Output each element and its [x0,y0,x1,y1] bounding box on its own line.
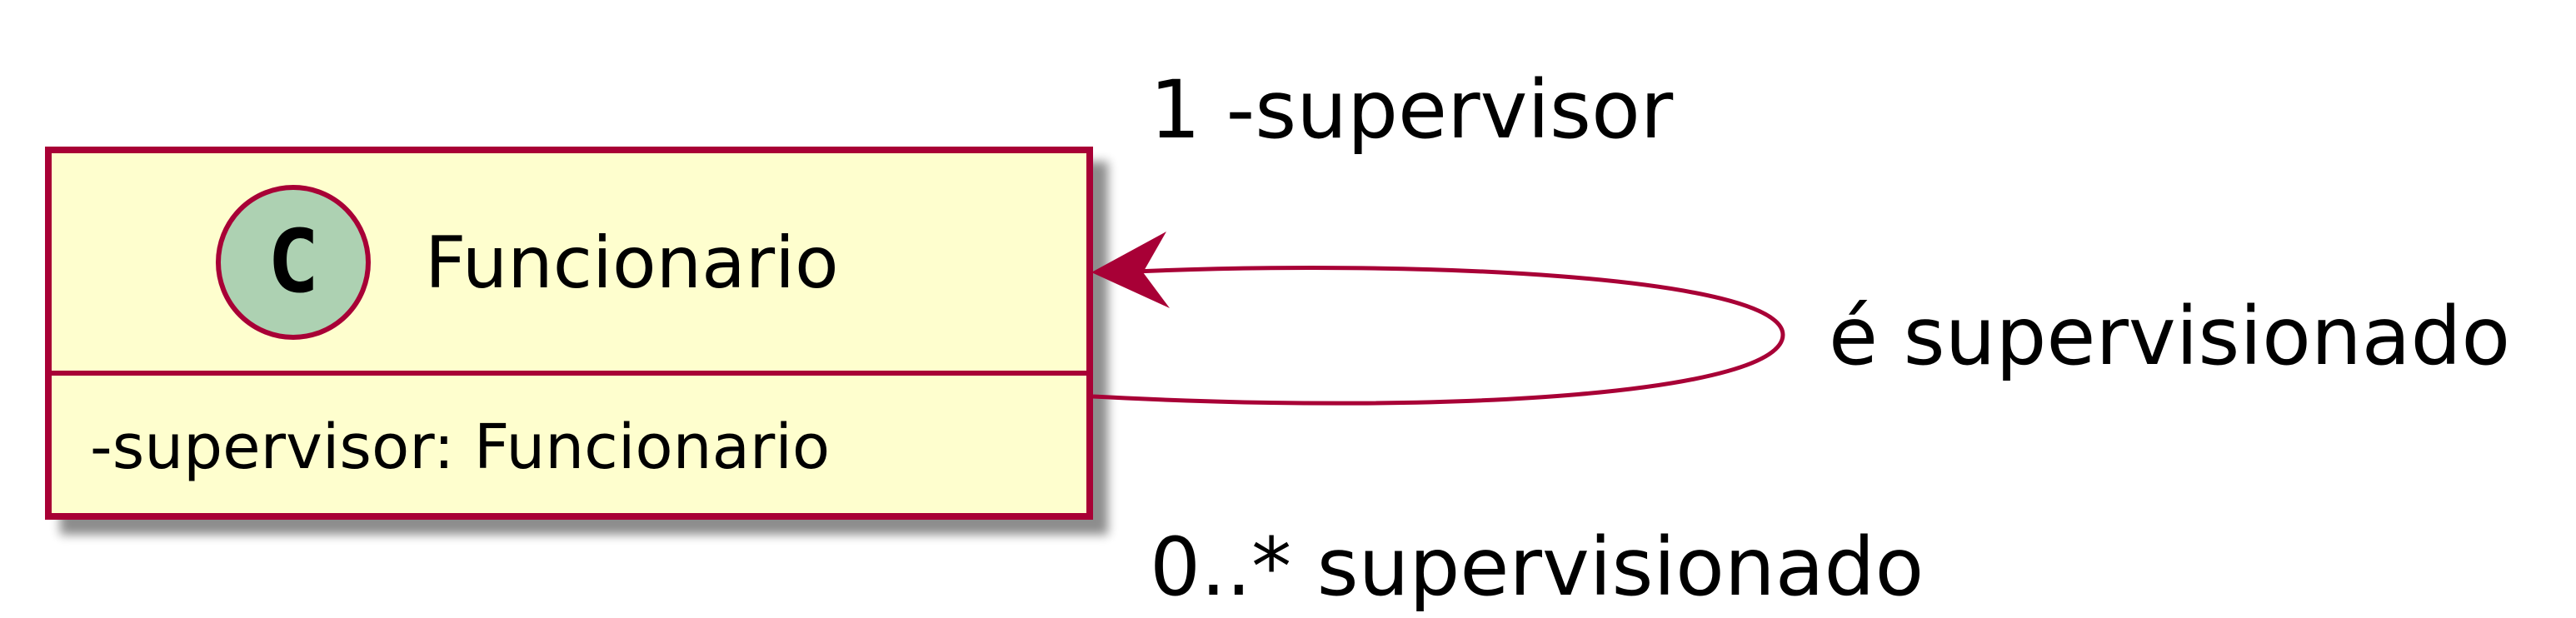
role-label-supervisor: 1 -supervisor [1150,63,1674,157]
association-arrowhead [1091,232,1170,308]
class-box [45,147,1093,520]
class-attribute: -supervisor: Funcionario [90,411,830,483]
class-name: Funcionario [425,222,839,305]
class-stereotype-letter: C [267,211,320,312]
role-label-supervisionado: 0..* supervisionado [1150,521,1924,614]
class-funcionario[interactable]: C Funcionario -supervisor: Funcionario [45,147,1093,520]
self-association[interactable] [1091,232,1785,406]
association-line [1092,266,1785,406]
class-stereotype-icon: C [216,185,371,340]
association-label: é supervisionado [1829,290,2510,383]
